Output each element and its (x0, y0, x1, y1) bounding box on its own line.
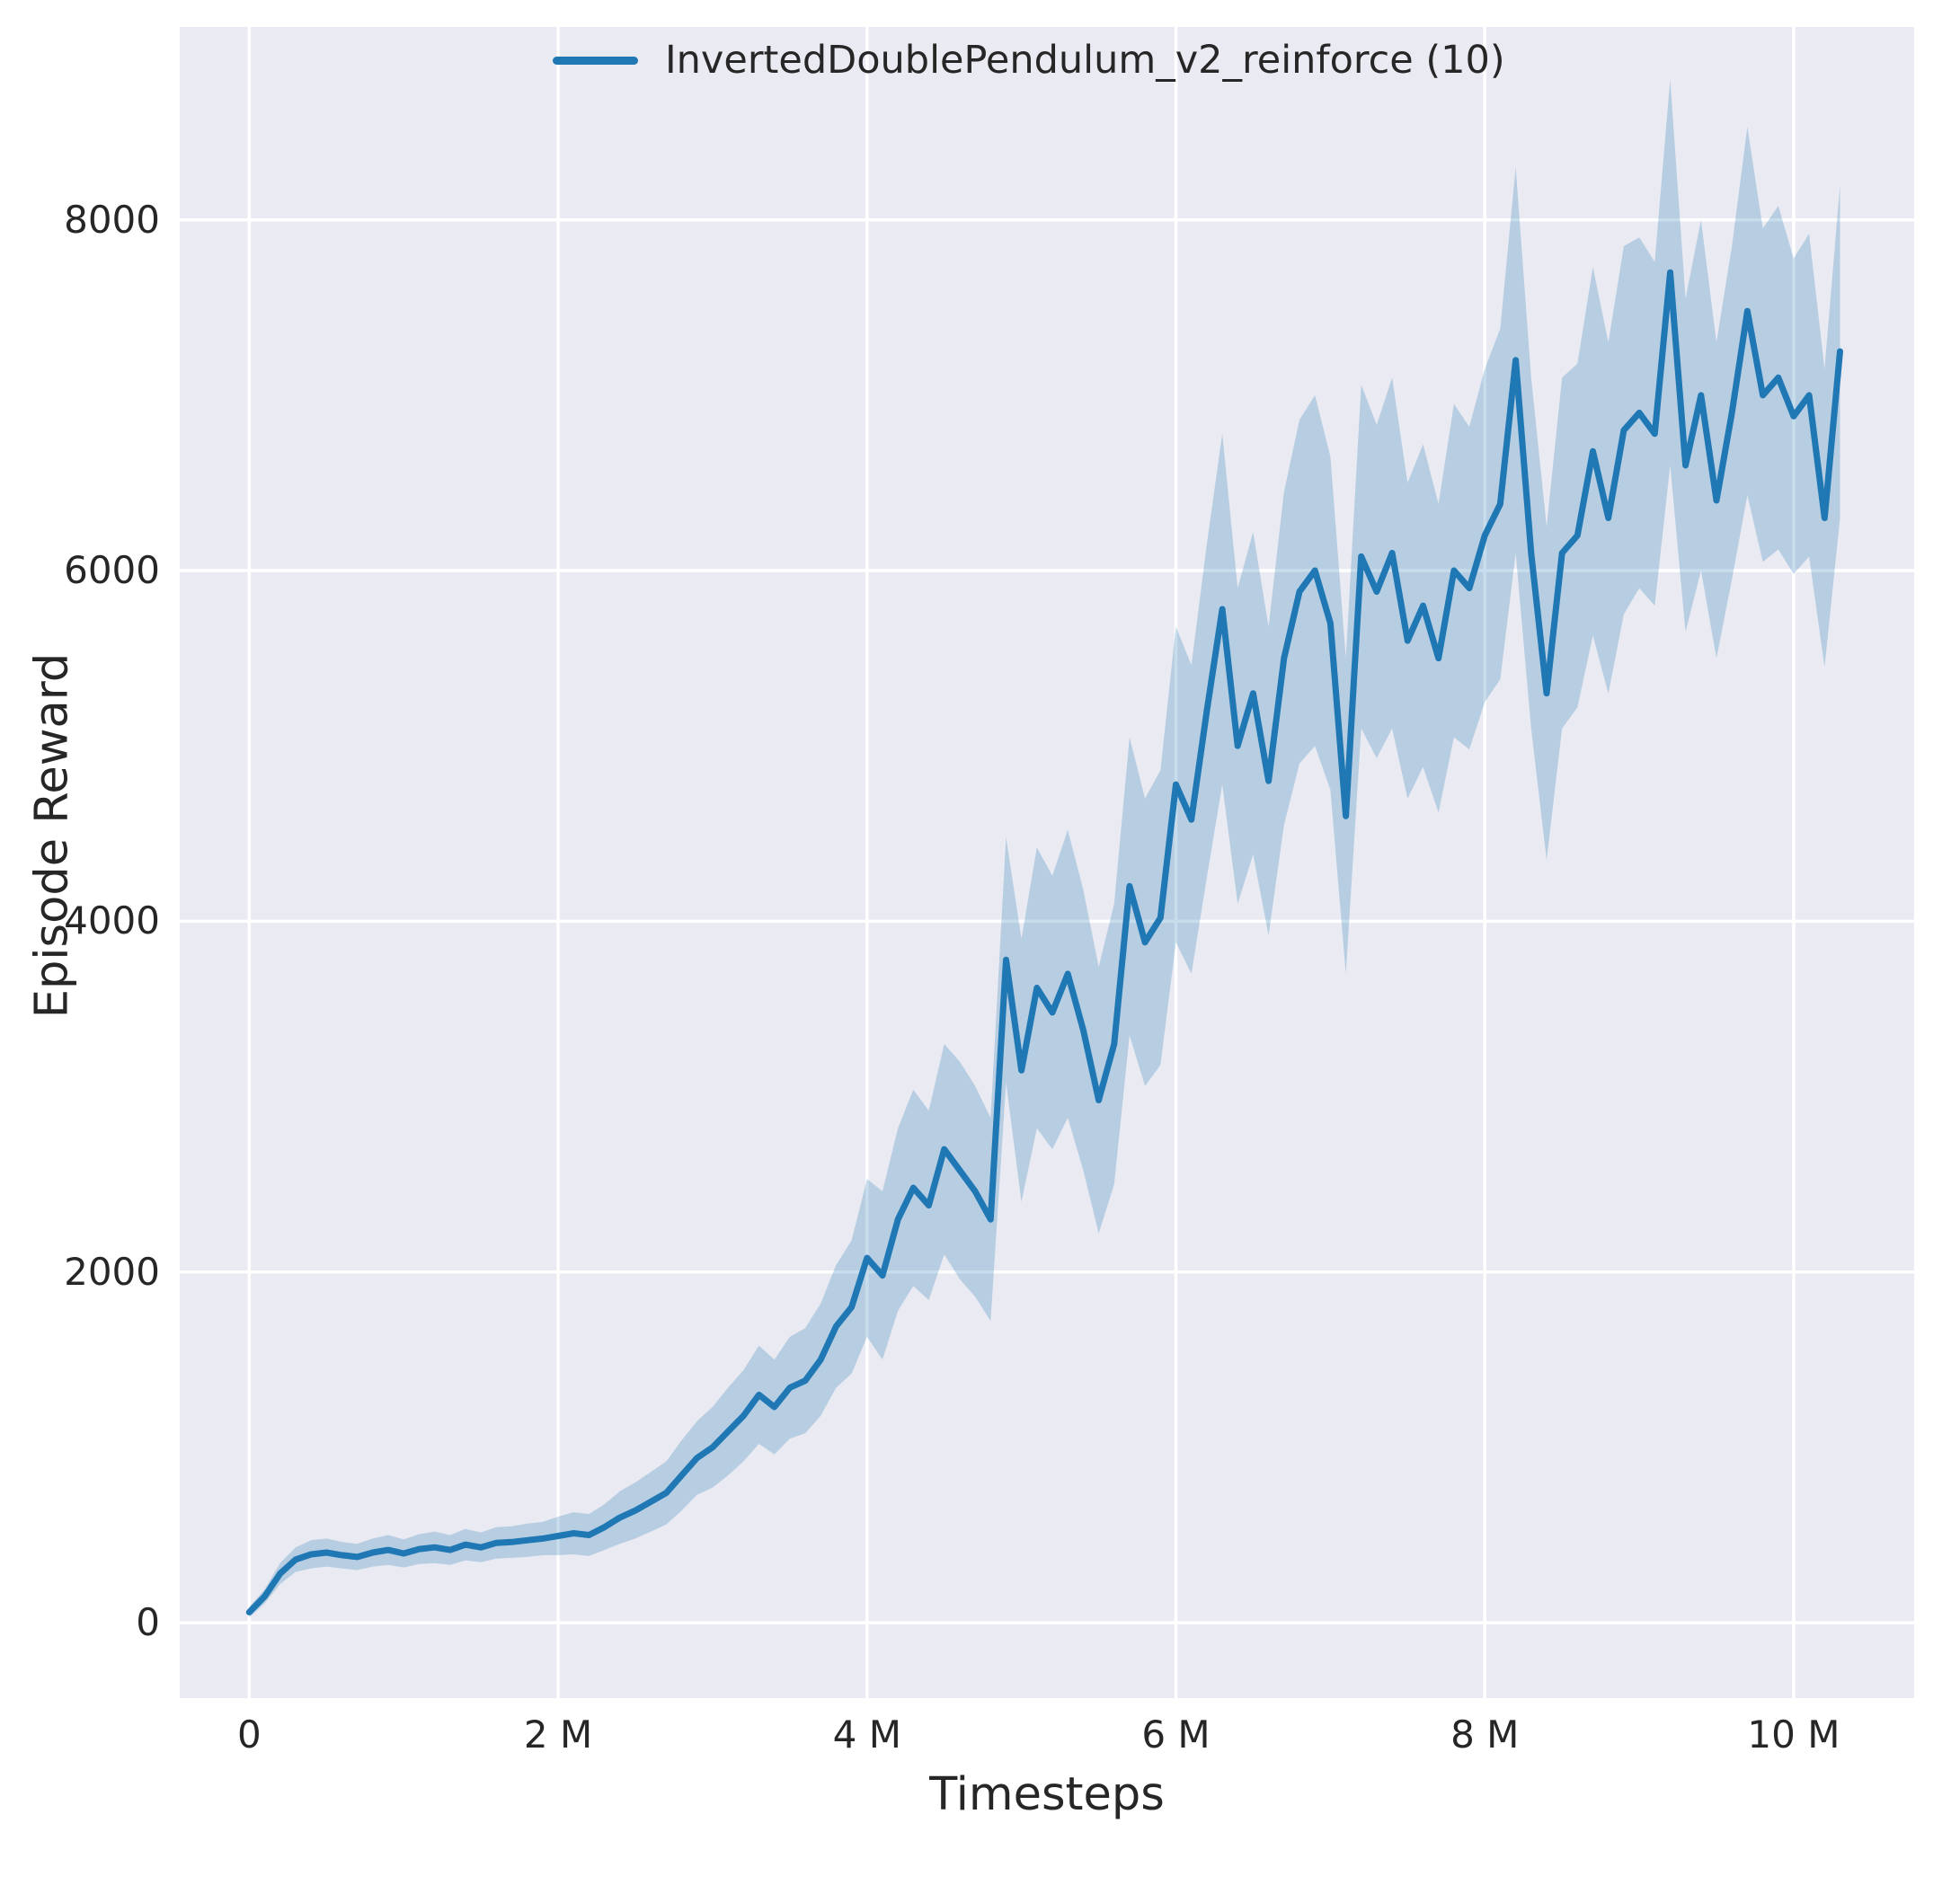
x-tick-label: 0 (236, 1712, 262, 1757)
plot-area (180, 27, 1914, 1698)
x-tick-label: 2 M (523, 1712, 593, 1757)
legend-series-label: InvertedDoublePendulum_v2_reinforce (10) (665, 38, 1505, 83)
x-tick-label: 6 M (1141, 1712, 1211, 1757)
x-tick-label: 8 M (1450, 1712, 1520, 1757)
legend-line-swatch (553, 56, 638, 65)
x-tick-label: 4 M (832, 1712, 901, 1757)
mean-reward-line (245, 269, 1843, 1615)
y-tick-label: 4000 (64, 898, 160, 943)
y-axis-title: Episode Reward (25, 652, 79, 1019)
y-tick-label: 2000 (64, 1249, 160, 1294)
x-axis-title: Timesteps (929, 1768, 1165, 1821)
y-tick-label: 8000 (64, 197, 160, 242)
y-tick-label: 0 (136, 1600, 160, 1645)
y-tick-label: 6000 (64, 548, 160, 593)
legend: InvertedDoublePendulum_v2_reinforce (10) (553, 38, 1505, 83)
x-tick-label: 10 M (1747, 1712, 1840, 1757)
confidence-band (249, 79, 1840, 1618)
